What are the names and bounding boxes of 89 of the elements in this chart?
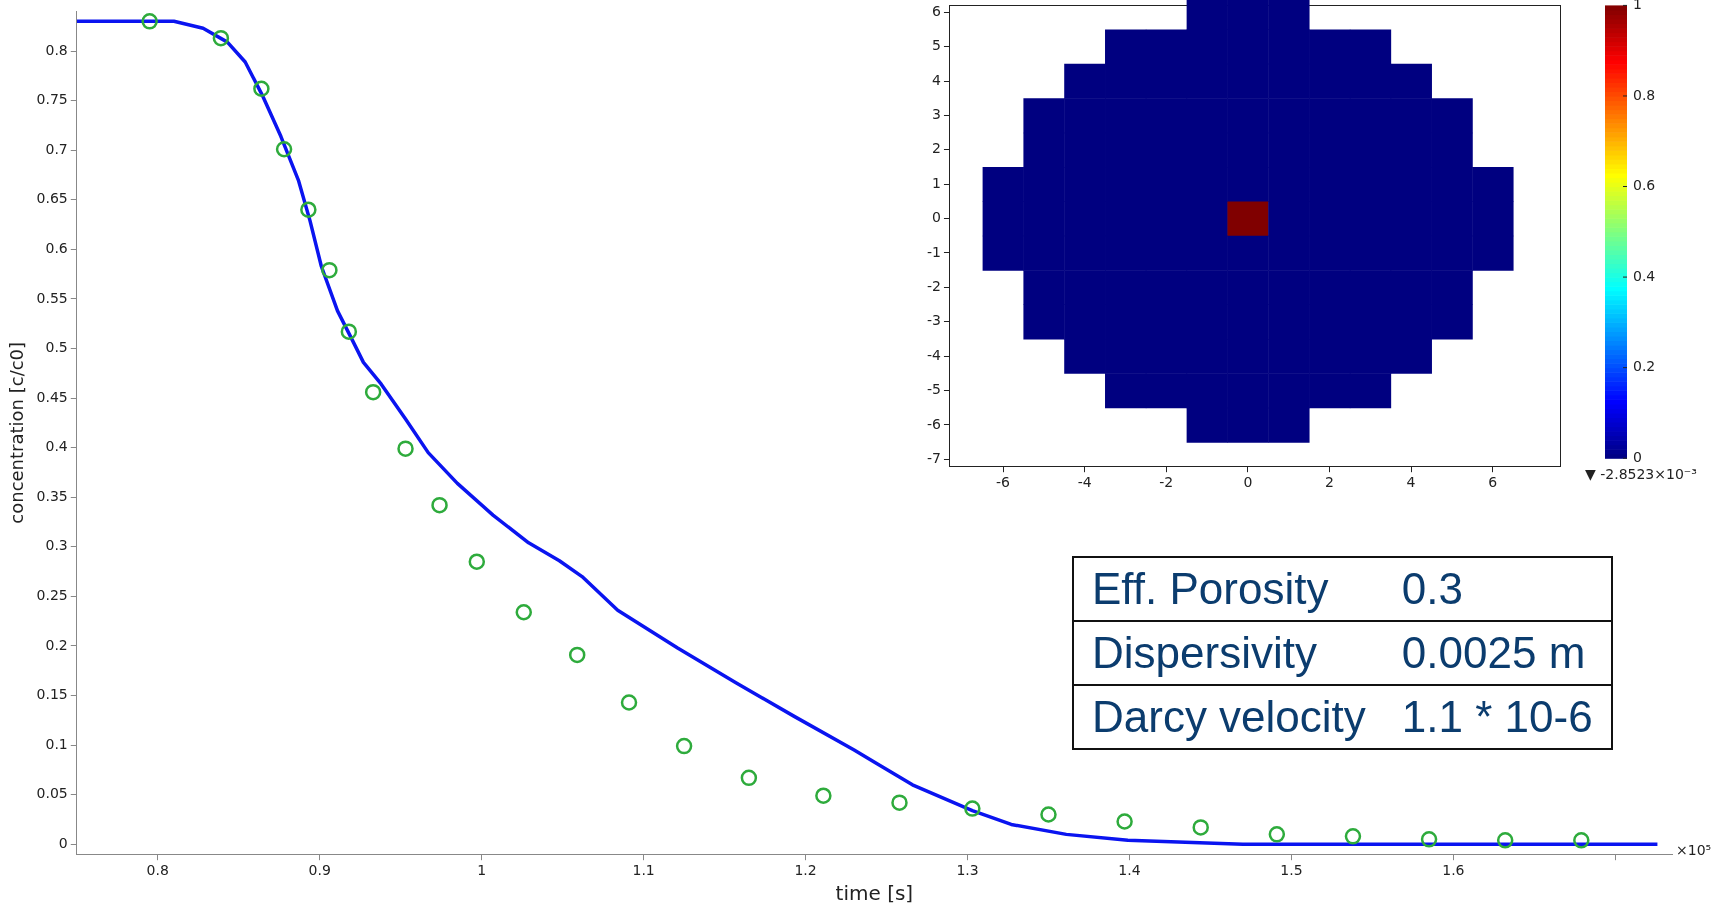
annotation: 0.3 [1383, 557, 1612, 621]
point [1116, 813, 1133, 830]
y-tick-label: 0.4 [45, 438, 68, 455]
point [1268, 826, 1286, 843]
point [1192, 819, 1209, 836]
y-tick-label: 4 [932, 71, 942, 88]
y-tick-label: 0.65 [36, 190, 68, 207]
point [275, 140, 293, 158]
y-tick-label: 0 [58, 834, 68, 851]
annotation: ▼ -2.8523×10⁻³ [1585, 465, 1697, 482]
y-tick-label: 0.25 [36, 587, 68, 604]
annotation: 0.0025 m [1383, 621, 1612, 685]
point [1344, 828, 1362, 845]
point [815, 787, 832, 804]
point [364, 383, 382, 401]
point [212, 29, 230, 47]
annotation: Dispersivity [1073, 621, 1384, 685]
x-tick-label: 4 [1406, 474, 1416, 491]
y-tick-label: 0.05 [36, 785, 68, 802]
point [675, 737, 693, 755]
color-bar-label: 0.8 [1633, 86, 1656, 103]
y-tick-label: 0.6 [45, 240, 68, 257]
x-axis-title: time [s] [835, 881, 914, 906]
x-tick-label: 0 [1243, 474, 1253, 491]
point [1573, 832, 1590, 849]
point [1420, 831, 1438, 848]
annotation: Eff. Porosity [1073, 557, 1384, 621]
point [141, 13, 158, 30]
point [964, 800, 981, 817]
y-tick-label: -7 [926, 449, 941, 466]
point [431, 496, 448, 514]
y-tick-label: 0.8 [45, 41, 68, 58]
point [321, 261, 338, 279]
point [891, 794, 908, 811]
y-tick-label: 0.1 [45, 735, 68, 752]
x-tick-label: 0.9 [308, 862, 331, 879]
y-tick-label: 3 [932, 106, 941, 123]
color-bar-label: 0.4 [1633, 267, 1656, 284]
x-tick-label: 1.2 [794, 862, 817, 879]
y-tick-label: -3 [926, 312, 941, 329]
y-tick-label: -4 [926, 346, 942, 363]
point [1040, 806, 1057, 823]
x-tick-label: -4 [1077, 474, 1092, 491]
y-tick-label: 0.15 [36, 686, 68, 703]
y-tick-label: 0.7 [45, 140, 68, 157]
point [300, 201, 317, 218]
x-tick-label: 1 [477, 862, 487, 879]
point [1496, 832, 1514, 849]
y-tick-label: 1 [932, 174, 941, 191]
color-bar-label: 0 [1633, 448, 1642, 465]
point [515, 604, 533, 621]
x-tick-label: 1.1 [632, 862, 655, 879]
color-bar-label: 0.6 [1633, 177, 1656, 194]
y-tick-label: 5 [932, 37, 941, 54]
point [253, 80, 270, 97]
x-tick-label: 0.8 [146, 862, 169, 879]
y-axis-title: concentration [c/c0] [6, 341, 28, 524]
x-tick-label: 2 [1324, 474, 1334, 491]
text: ×10⁵ [1676, 841, 1712, 858]
y-tick-label: -1 [926, 243, 941, 260]
x-tick-label: -6 [996, 474, 1011, 491]
x-tick-label: -2 [1159, 474, 1174, 491]
y-tick-label: 6 [932, 2, 942, 19]
point [568, 646, 586, 664]
x-tick-label: 1.4 [1118, 862, 1141, 879]
x-tick-label: 1.5 [1280, 862, 1303, 879]
x-tick-label: 1.3 [956, 862, 979, 879]
point [340, 323, 358, 340]
y-tick-label: 0.2 [45, 636, 68, 653]
point [620, 694, 638, 711]
x-tick-label: 6 [1488, 474, 1498, 491]
y-tick-label: 0.5 [45, 339, 68, 356]
point [397, 440, 414, 457]
y-tick-label: 0.55 [36, 289, 68, 306]
point [468, 553, 486, 570]
y-tick-label: 0.35 [36, 487, 68, 504]
y-tick-label: -2 [926, 278, 941, 295]
y-tick-label: 0.75 [36, 91, 68, 108]
color-bar-label: 0.2 [1633, 358, 1656, 375]
y-tick-label: 0.45 [36, 388, 68, 405]
annotation: Darcy velocity [1073, 685, 1384, 749]
y-tick-label: 0 [932, 209, 941, 226]
point [740, 769, 758, 787]
y-tick-label: 2 [932, 140, 941, 157]
annotation: 1.1 * 10-6 [1383, 685, 1612, 749]
y-tick-label: -5 [926, 381, 941, 398]
y-tick-label: -6 [926, 415, 942, 432]
y-tick-label: 0.3 [45, 537, 68, 554]
x-tick-label: 1.6 [1442, 862, 1465, 879]
